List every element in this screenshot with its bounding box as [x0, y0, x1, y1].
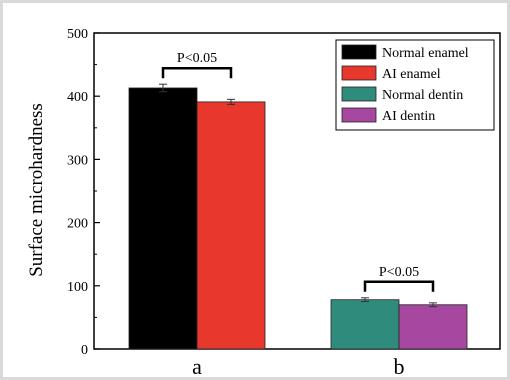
y-tick-label: 500: [67, 27, 88, 42]
axes: 0 100 200 300 400 500 a b: [67, 27, 501, 379]
y-tick-label: 100: [67, 280, 88, 295]
bar-normal-dentin: [330, 299, 400, 350]
legend-label: Normal dentin: [382, 88, 463, 103]
significance-bracket: [161, 66, 233, 79]
legend-label: AI enamel: [382, 67, 441, 82]
significance-label: P<0.05: [379, 265, 419, 280]
significance-bracket: [363, 280, 435, 292]
legend-swatch: [341, 107, 377, 123]
legend-swatch: [341, 65, 377, 81]
x-tick-label: b: [394, 354, 405, 379]
bars: [128, 83, 468, 350]
legend: Normal enamel AI enamel Normal dentin AI de…: [335, 39, 495, 131]
y-tick-label: 200: [67, 217, 88, 232]
y-tick-label: 400: [67, 90, 88, 105]
bar-normal-enamel: [128, 87, 198, 350]
legend-swatch: [341, 44, 377, 60]
y-axis-label: Surface microhardness: [26, 103, 47, 277]
bar-ai-dentin: [398, 304, 468, 350]
y-tick-label: 0: [81, 343, 88, 358]
x-tick-label: a: [192, 354, 202, 379]
legend-swatch: [341, 86, 377, 102]
legend-label: AI dentin: [382, 109, 435, 124]
legend-label: Normal enamel: [382, 46, 469, 61]
significance-label: P<0.05: [177, 51, 217, 66]
bar-ai-enamel: [196, 101, 266, 350]
y-tick-label: 300: [67, 153, 88, 168]
significance-annotations: P<0.05 P<0.05: [161, 51, 435, 292]
